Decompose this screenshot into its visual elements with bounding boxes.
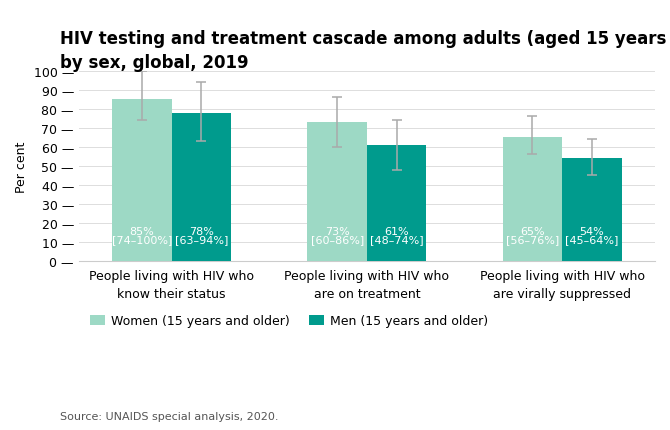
Text: [63–94%]: [63–94%] <box>175 234 228 244</box>
Bar <box>172 114 231 261</box>
Text: 73%: 73% <box>325 227 350 237</box>
Y-axis label: Per cent: Per cent <box>15 141 28 192</box>
Text: [60–86%]: [60–86%] <box>310 234 364 244</box>
Text: 54%: 54% <box>580 227 604 237</box>
Text: [56–76%]: [56–76%] <box>506 234 559 244</box>
Bar <box>562 159 622 261</box>
Text: 65%: 65% <box>520 227 545 237</box>
Text: HIV testing and treatment cascade among adults (aged 15 years and older),
by sex: HIV testing and treatment cascade among … <box>60 30 670 72</box>
Bar <box>308 123 367 261</box>
Text: [74–100%]: [74–100%] <box>112 234 172 244</box>
Legend: Women (15 years and older), Men (15 years and older): Women (15 years and older), Men (15 year… <box>85 310 493 332</box>
Bar <box>502 138 562 261</box>
Text: 61%: 61% <box>385 227 409 237</box>
Text: 78%: 78% <box>189 227 214 237</box>
Bar <box>113 100 172 261</box>
Text: 85%: 85% <box>129 227 154 237</box>
Text: [48–74%]: [48–74%] <box>370 234 423 244</box>
Text: [45–64%]: [45–64%] <box>565 234 618 244</box>
Bar <box>367 146 426 261</box>
Text: Source: UNAIDS special analysis, 2020.: Source: UNAIDS special analysis, 2020. <box>60 411 279 421</box>
